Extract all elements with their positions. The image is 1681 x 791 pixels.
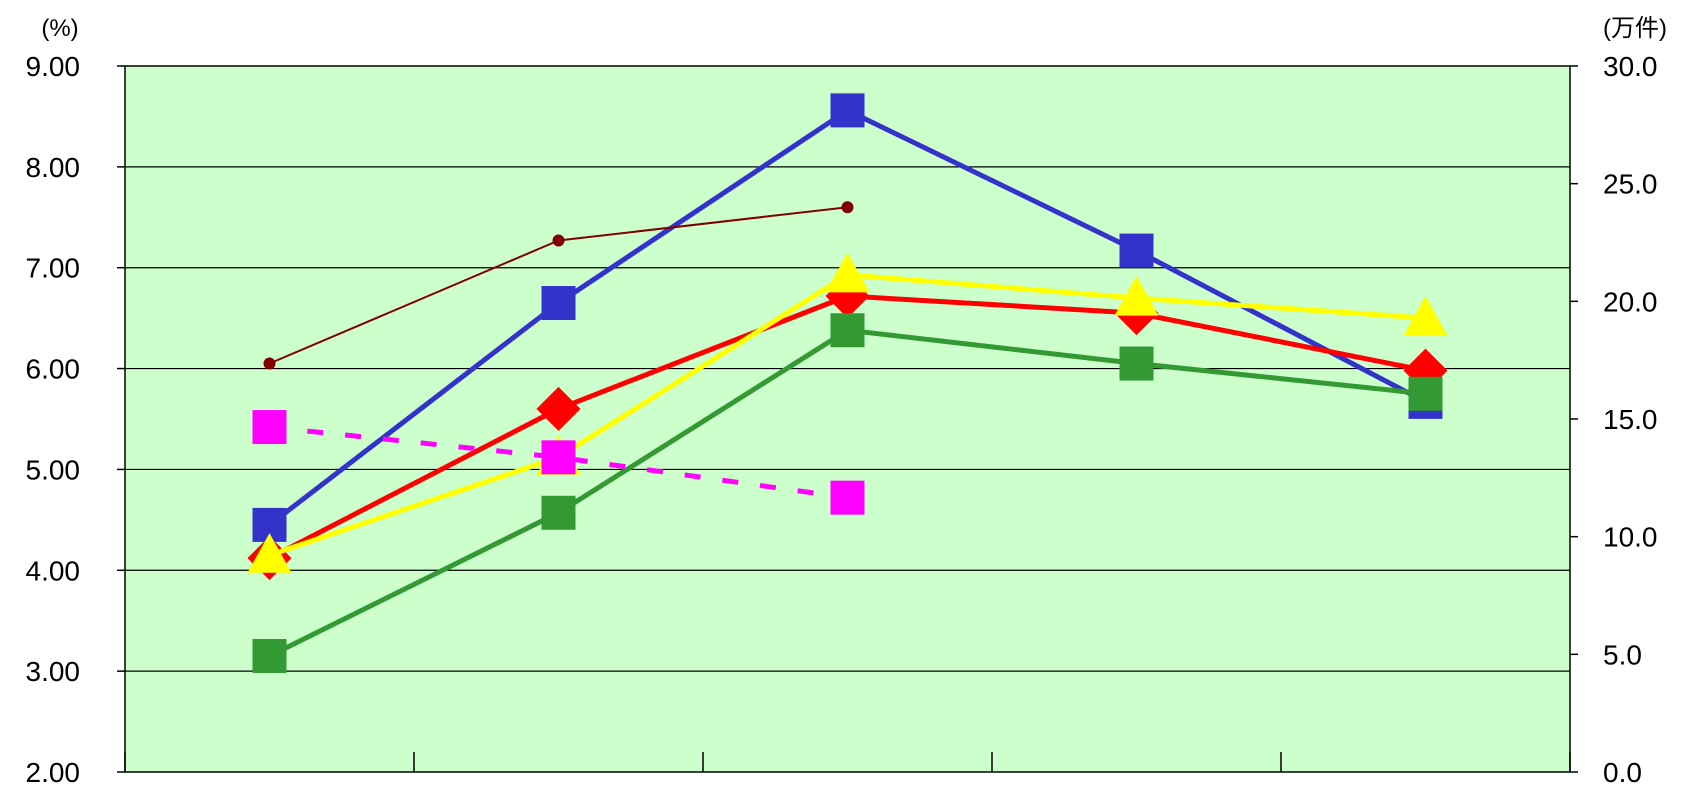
data-point xyxy=(536,386,581,431)
plot-area xyxy=(124,65,1571,773)
data-point xyxy=(263,357,276,370)
data-point xyxy=(541,495,576,530)
x-axis-ticks xyxy=(124,752,1571,772)
data-point xyxy=(252,639,287,674)
data-point xyxy=(1119,233,1154,268)
data-point xyxy=(541,286,576,321)
data-point xyxy=(1408,376,1443,411)
data-point xyxy=(830,93,865,128)
series-0 xyxy=(252,93,1443,542)
right-tick-label: 15.0 xyxy=(1603,404,1658,435)
series-5 xyxy=(252,410,865,515)
left-tick-label: 4.00 xyxy=(26,555,81,586)
data-point xyxy=(841,201,854,214)
right-axis-unit: (万件) xyxy=(1603,15,1667,42)
left-tick-label: 3.00 xyxy=(26,656,81,687)
right-tick-label: 0.0 xyxy=(1603,757,1642,788)
data-point xyxy=(830,313,865,348)
data-point xyxy=(541,440,576,475)
left-y-axis: 2.00 3.00 4.00 5.00 6.00 7.00 8.00 9.00 xyxy=(26,51,125,788)
series-group xyxy=(247,93,1448,674)
right-tick-label: 5.0 xyxy=(1603,639,1642,670)
left-axis-unit: (%) xyxy=(41,15,78,42)
left-tick-label: 5.00 xyxy=(26,454,81,485)
left-tick-label: 2.00 xyxy=(26,757,81,788)
data-point xyxy=(1403,296,1448,336)
data-point xyxy=(830,480,865,515)
right-tick-label: 20.0 xyxy=(1603,286,1658,317)
data-point xyxy=(247,533,292,573)
right-tick-label: 25.0 xyxy=(1603,169,1658,200)
left-tick-label: 6.00 xyxy=(26,354,81,385)
right-tick-label: 30.0 xyxy=(1603,51,1658,82)
data-point xyxy=(1119,346,1154,381)
data-point xyxy=(552,234,565,247)
data-point xyxy=(1114,275,1159,316)
data-point xyxy=(825,252,870,293)
right-tick-label: 10.0 xyxy=(1603,522,1658,553)
left-tick-label: 9.00 xyxy=(26,51,81,82)
series-3 xyxy=(252,313,1443,674)
series-4 xyxy=(263,201,854,370)
data-point xyxy=(252,410,287,445)
left-tick-label: 8.00 xyxy=(26,152,81,183)
right-y-axis: 0.0 5.0 10.0 15.0 20.0 25.0 30.0 xyxy=(1570,51,1658,788)
left-tick-label: 7.00 xyxy=(26,253,81,284)
